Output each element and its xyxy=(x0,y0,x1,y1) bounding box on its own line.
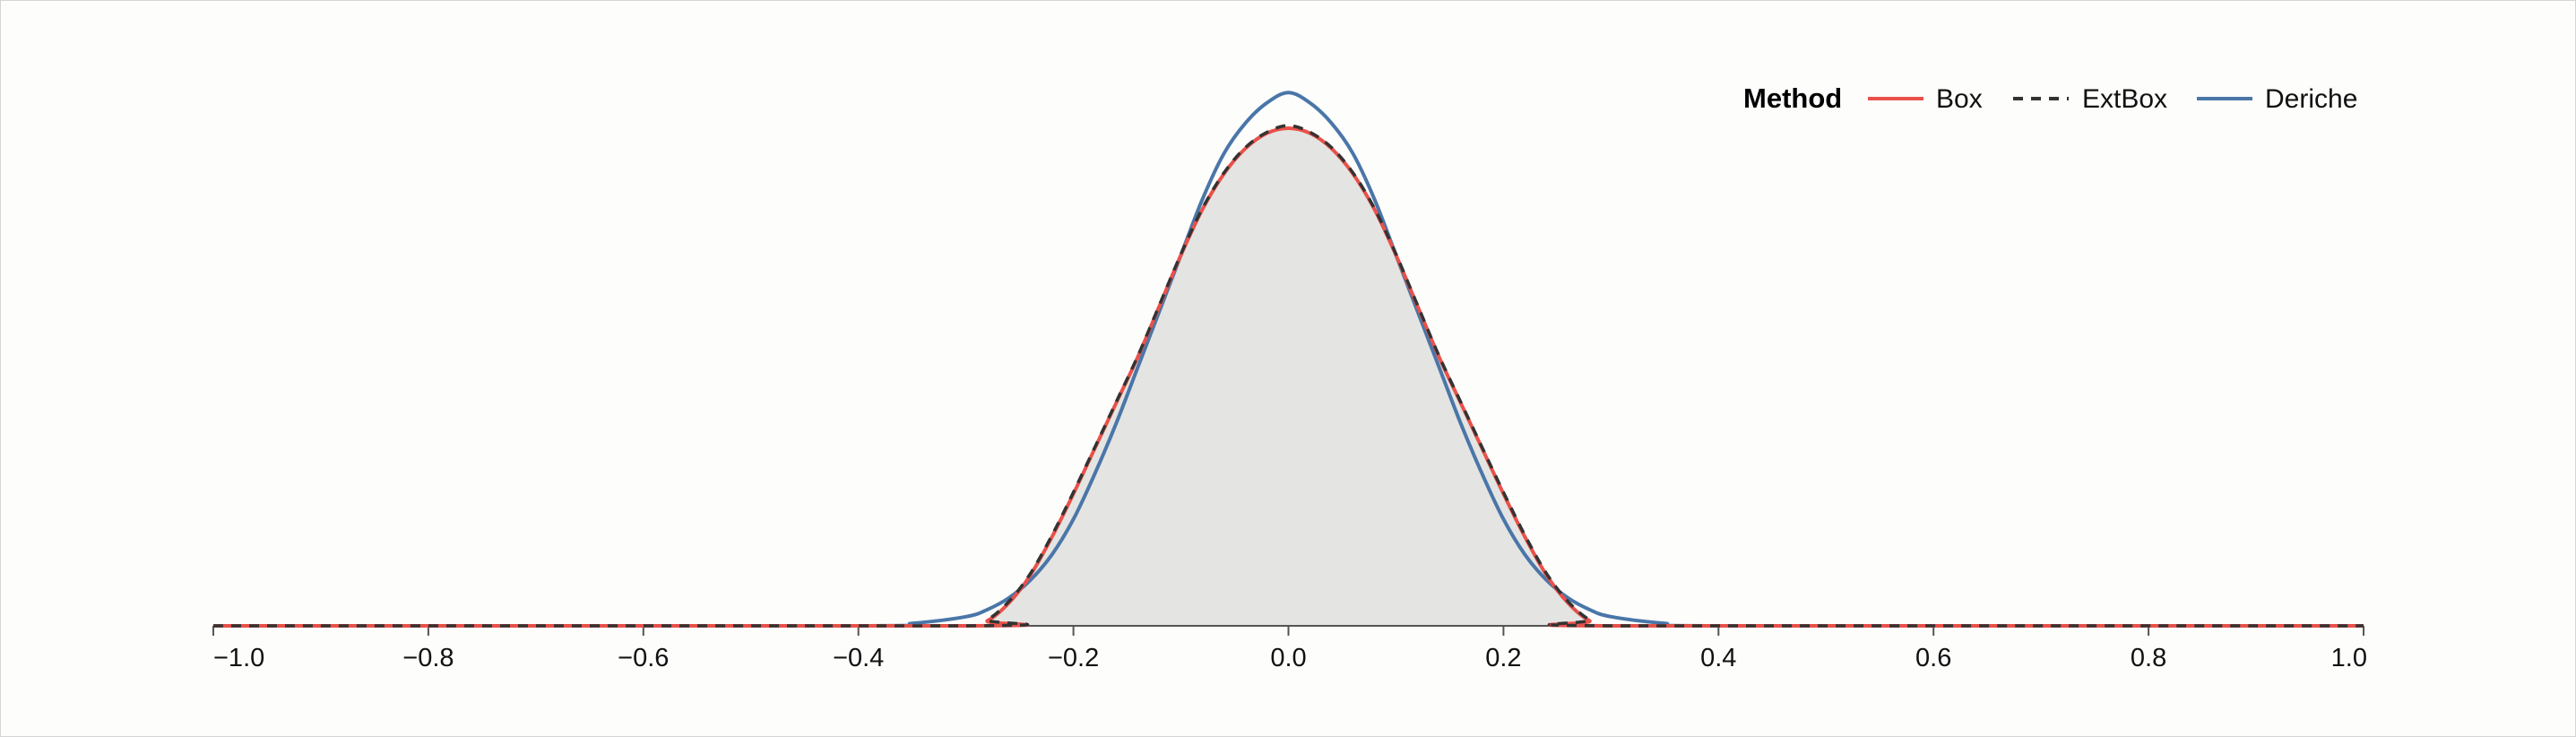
x-tick-label: −0.8 xyxy=(402,644,454,672)
legend-label-deriche: Deriche xyxy=(2265,84,2357,114)
legend-label-box: Box xyxy=(1936,84,1983,114)
x-tick-label: −0.6 xyxy=(618,644,669,672)
x-tick-label: −1.0 xyxy=(213,644,264,672)
x-tick-label: 1.0 xyxy=(2331,644,2367,672)
x-axis: −1.0 −0.8 −0.6 −0.4 −0.2 0.0 0.2 0.4 0.6 0.8 1.0 xyxy=(212,625,2367,672)
x-tick-label: −0.4 xyxy=(833,644,884,672)
density-fill-area xyxy=(213,128,2364,626)
x-tick-label: 0.4 xyxy=(1700,644,1736,672)
x-tick-label: 0.8 xyxy=(2131,644,2166,672)
legend-title: Method xyxy=(1743,82,1842,114)
x-tick-label: −0.2 xyxy=(1048,644,1099,672)
legend: Method Box ExtBox Deriche xyxy=(1743,82,2357,114)
series-layer xyxy=(212,91,2364,629)
x-tick-label: 0.2 xyxy=(1485,644,1521,672)
x-tick-label: 0.0 xyxy=(1270,644,1306,672)
legend-label-extbox: ExtBox xyxy=(2082,84,2167,114)
series-line-box xyxy=(212,126,2364,629)
area-layer xyxy=(213,128,2364,626)
series-line-deriche xyxy=(212,91,2364,629)
x-tick-label: 0.6 xyxy=(1915,644,1951,672)
